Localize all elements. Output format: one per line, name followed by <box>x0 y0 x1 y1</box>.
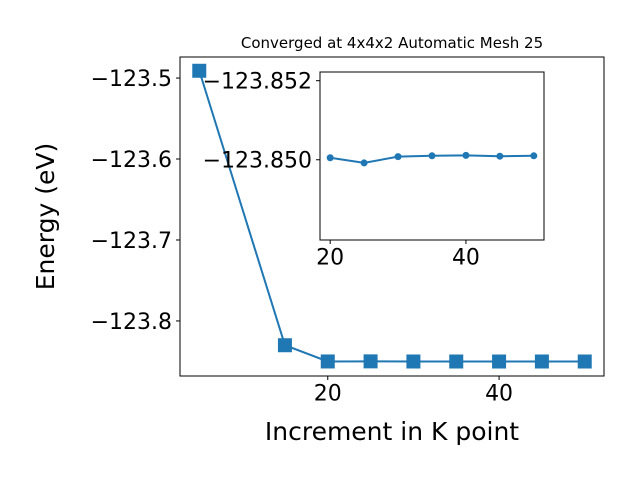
axes-frame <box>319 71 545 241</box>
data-marker <box>394 153 402 161</box>
y-tick-label: −123.7 <box>91 229 172 254</box>
data-marker <box>320 354 335 369</box>
y-tick-label: −123.5 <box>91 67 172 92</box>
axes-frame <box>179 56 605 377</box>
y-tick-label: −123.8 <box>91 310 172 335</box>
data-marker <box>192 63 207 78</box>
data-marker <box>406 354 421 369</box>
data-marker <box>449 354 464 369</box>
data-marker <box>277 338 292 353</box>
x-tick-label: 40 <box>452 246 480 271</box>
data-marker <box>492 354 507 369</box>
x-tick-label: 20 <box>316 246 344 271</box>
data-marker <box>326 154 334 162</box>
chart-title: Converged at 4x4x2 Automatic Mesh 25 <box>241 34 543 52</box>
data-marker <box>496 152 504 160</box>
data-marker <box>577 354 592 369</box>
data-marker <box>530 152 538 160</box>
y-tick-label: −123.852 <box>203 70 312 95</box>
data-marker <box>428 152 436 160</box>
data-marker <box>360 159 368 167</box>
data-marker <box>462 151 470 159</box>
y-axis-label: Energy (eV) <box>31 143 60 290</box>
y-tick-label: −123.6 <box>91 148 172 173</box>
x-axis-label: Increment in K point <box>265 417 519 446</box>
data-marker <box>534 354 549 369</box>
y-tick-label: −123.850 <box>203 149 312 174</box>
data-marker <box>363 354 378 369</box>
x-tick-label: 20 <box>314 382 342 407</box>
x-tick-label: 40 <box>485 382 513 407</box>
